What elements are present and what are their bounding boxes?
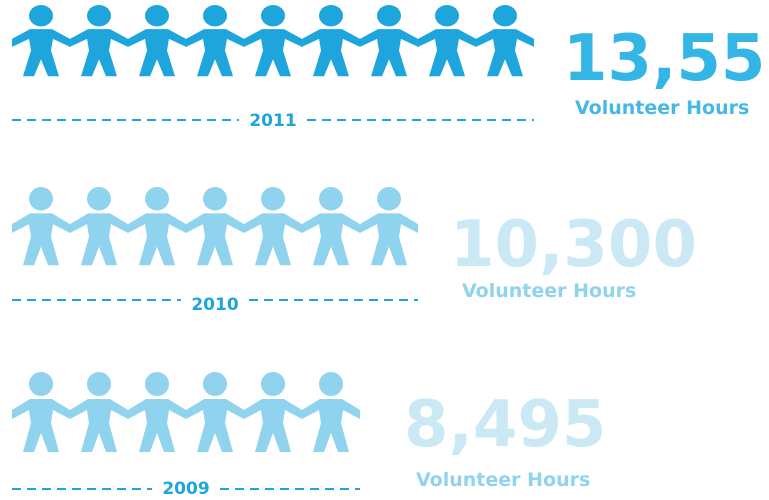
person-head [87, 372, 111, 396]
person-body [128, 29, 186, 77]
person-body [244, 213, 302, 266]
person-icon [12, 372, 70, 452]
person-body [360, 29, 418, 77]
person-icon [128, 187, 186, 266]
person-head [203, 5, 227, 27]
person-body [70, 29, 128, 77]
person-head [319, 187, 343, 211]
person-body [302, 213, 360, 266]
person-head [145, 187, 169, 211]
year-label: 2011 [249, 111, 296, 131]
person-body [186, 399, 244, 452]
person-head [493, 5, 517, 27]
person-head [261, 372, 285, 396]
person-icon [70, 187, 128, 266]
person-head [261, 187, 285, 211]
hours-value: 10,300 [450, 208, 697, 282]
person-icon [302, 5, 360, 77]
person-body [70, 399, 128, 452]
hours-unit: Volunteer Hours [416, 469, 590, 491]
person-body [418, 29, 476, 77]
person-head [319, 5, 343, 27]
person-icon [302, 187, 360, 266]
person-icon [70, 372, 128, 452]
person-icon [360, 5, 418, 77]
person-icon [360, 187, 418, 266]
person-head [261, 5, 285, 27]
person-icon [244, 5, 302, 77]
year-label: 2010 [191, 295, 238, 315]
person-body [12, 213, 70, 266]
person-head [145, 5, 169, 27]
figure-row [12, 5, 534, 77]
person-body [302, 399, 360, 452]
person-icon [12, 187, 70, 266]
person-icon [12, 5, 70, 77]
person-head [435, 5, 459, 27]
person-body [360, 213, 418, 266]
person-body [186, 213, 244, 266]
person-body [12, 399, 70, 452]
person-icon [302, 372, 360, 452]
person-head [203, 372, 227, 396]
person-head [145, 372, 169, 396]
person-icon [476, 5, 534, 77]
figure-row [12, 187, 418, 266]
person-body [244, 29, 302, 77]
person-body [302, 29, 360, 77]
year-label: 2009 [162, 479, 209, 499]
person-head [87, 5, 111, 27]
person-icon [128, 372, 186, 452]
person-head [29, 5, 53, 27]
person-icon [70, 5, 128, 77]
person-icon [418, 5, 476, 77]
person-head [377, 187, 401, 211]
person-head [29, 372, 53, 396]
person-icon [128, 5, 186, 77]
person-icon [186, 187, 244, 266]
person-head [203, 187, 227, 211]
person-icon [186, 5, 244, 77]
person-body [70, 213, 128, 266]
person-head [29, 187, 53, 211]
person-icon [186, 372, 244, 452]
person-head [87, 187, 111, 211]
hours-unit: Volunteer Hours [462, 280, 636, 302]
figure-row [12, 372, 360, 452]
person-icon [244, 372, 302, 452]
person-body [128, 213, 186, 266]
person-icon [244, 187, 302, 266]
hours-value: 13,552 [563, 22, 769, 96]
hours-value: 8,495 [404, 388, 606, 462]
person-head [319, 372, 343, 396]
person-body [128, 399, 186, 452]
person-body [476, 29, 534, 77]
person-body [186, 29, 244, 77]
person-body [12, 29, 70, 77]
person-head [377, 5, 401, 27]
hours-unit: Volunteer Hours [575, 97, 749, 119]
person-body [244, 399, 302, 452]
